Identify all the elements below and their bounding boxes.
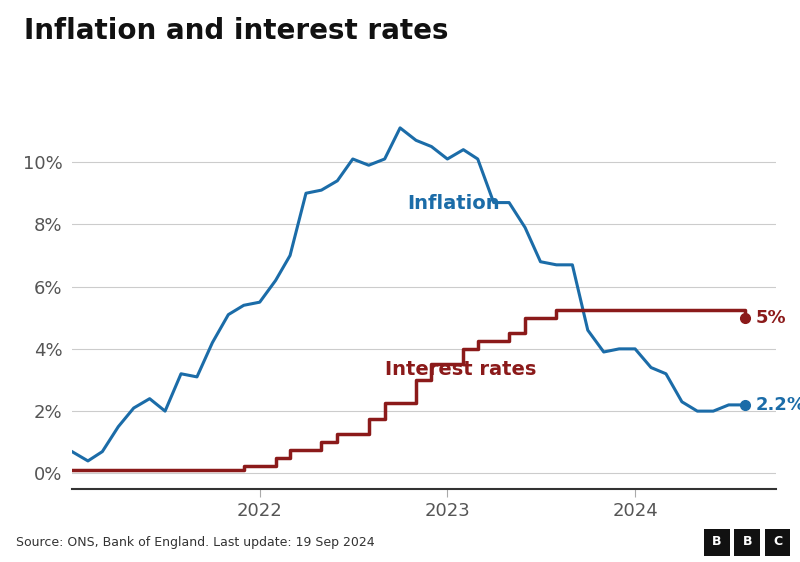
Text: Inflation and interest rates: Inflation and interest rates (24, 17, 449, 45)
Text: 5%: 5% (756, 309, 786, 327)
Text: Interest rates: Interest rates (385, 360, 536, 379)
Text: C: C (773, 535, 782, 548)
Text: B: B (742, 535, 752, 548)
Text: 2.2%: 2.2% (756, 396, 800, 414)
Text: Inflation: Inflation (407, 194, 500, 213)
FancyBboxPatch shape (734, 528, 760, 556)
FancyBboxPatch shape (704, 528, 730, 556)
FancyBboxPatch shape (765, 528, 790, 556)
Text: Source: ONS, Bank of England. Last update: 19 Sep 2024: Source: ONS, Bank of England. Last updat… (16, 536, 374, 549)
Text: B: B (712, 535, 722, 548)
